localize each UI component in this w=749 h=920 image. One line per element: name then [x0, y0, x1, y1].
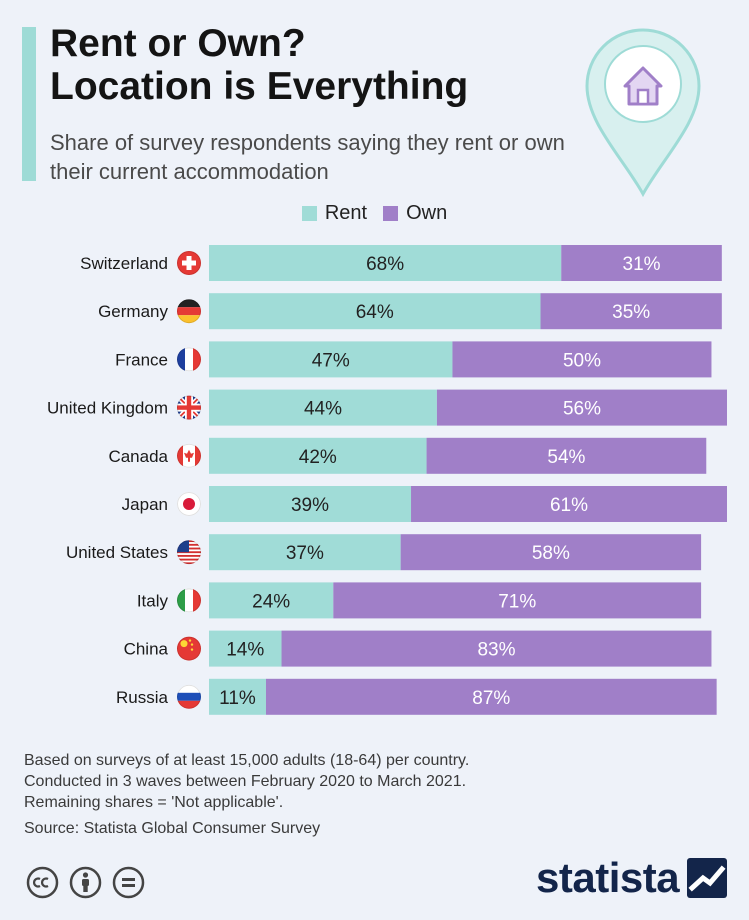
chart-legend: Rent Own	[0, 202, 749, 225]
country-label: Switzerland	[80, 254, 168, 273]
own-bar	[400, 534, 702, 571]
russian-flag-icon	[177, 684, 201, 709]
country-label: Russia	[116, 688, 169, 707]
rent-value-label: 37%	[286, 543, 324, 564]
rent-value-label: 47%	[312, 350, 350, 371]
own-bar	[561, 245, 722, 281]
legend-item-own: Own	[383, 202, 447, 225]
title-line-1: Rent or Own?	[50, 22, 306, 65]
attribution-icon	[69, 866, 102, 899]
subtitle: Share of survey respondents saying they …	[50, 130, 565, 184]
own-value-label: 87%	[472, 688, 510, 709]
own-value-label: 50%	[563, 350, 601, 371]
us-flag-icon	[177, 540, 201, 565]
legend-swatch-rent	[301, 206, 317, 221]
own-value-label: 54%	[547, 447, 585, 468]
own-bar	[436, 389, 727, 426]
rent-value-label: 14%	[226, 640, 264, 661]
own-value-label: 56%	[563, 399, 601, 420]
uk-flag-icon	[177, 395, 201, 420]
own-bar	[333, 582, 702, 619]
italian-flag-icon	[177, 588, 201, 613]
country-label: United States	[66, 543, 168, 562]
chinese-flag-icon	[177, 636, 201, 661]
rent-bar	[209, 534, 401, 571]
own-bar	[411, 486, 727, 522]
rent-value-label: 64%	[356, 302, 394, 323]
rent-value-label: 11%	[219, 688, 256, 709]
own-bar	[265, 678, 717, 715]
rent-bar	[209, 293, 541, 330]
country-label: Italy	[137, 591, 169, 610]
rent-value-label: 44%	[304, 399, 342, 420]
statista-logo: statista	[536, 854, 728, 901]
rent-bar	[209, 389, 437, 426]
rent-bar	[209, 437, 427, 474]
title-line-2: Location is Everything	[50, 65, 469, 108]
footnote: Based on surveys of at least 15,000 adul…	[24, 750, 469, 839]
rent-value-label: 39%	[291, 495, 329, 516]
own-value-label: 31%	[623, 254, 661, 275]
country-label: Canada	[108, 447, 168, 466]
rent-bar	[209, 678, 266, 715]
own-bar	[540, 293, 722, 330]
french-flag-icon	[177, 347, 201, 372]
own-bar	[426, 437, 707, 474]
legend-swatch-own	[383, 206, 399, 221]
rent-value-label: 42%	[299, 447, 337, 468]
statista-wordmark: statista	[536, 854, 680, 901]
rent-bar	[209, 486, 412, 522]
country-label: Japan	[122, 495, 168, 514]
swiss-flag-icon	[177, 251, 201, 275]
house-location-pin-icon	[585, 28, 701, 198]
source-note: Source: Statista Global Consumer Survey	[24, 820, 321, 837]
legend-item-rent: Rent	[301, 202, 368, 225]
footnote-line-1: Based on surveys of at least 15,000 adul…	[24, 752, 470, 769]
country-label: China	[124, 640, 169, 659]
license-icons	[26, 866, 145, 899]
canadian-flag-icon	[177, 443, 201, 468]
footnote-line-3: Remaining shares = 'Not applicable'.	[24, 794, 284, 811]
own-value-label: 61%	[550, 495, 588, 516]
no-derivatives-icon	[112, 866, 145, 899]
creative-commons-icon	[26, 866, 59, 899]
rent-bar	[209, 341, 453, 378]
rent-bar	[209, 582, 334, 619]
legend-label-own: Own	[406, 202, 448, 224]
country-label: United Kingdom	[47, 399, 168, 418]
statista-logo-mark-icon	[687, 858, 728, 898]
own-value-label: 83%	[477, 640, 515, 661]
rent-value-label: 68%	[366, 254, 404, 275]
own-value-label: 71%	[498, 591, 536, 612]
country-label: France	[115, 350, 168, 369]
country-label: Germany	[98, 302, 168, 321]
german-flag-icon	[177, 299, 201, 324]
own-value-label: 58%	[532, 543, 570, 564]
own-bar	[452, 341, 712, 378]
rent-bar	[209, 630, 282, 667]
rent-value-label: 24%	[252, 591, 290, 612]
japanese-flag-icon	[177, 492, 201, 516]
rent-bar	[209, 245, 562, 281]
title-accent-bar	[22, 27, 36, 181]
own-bar	[281, 630, 712, 667]
footnote-line-2: Conducted in 3 waves between February 20…	[24, 773, 467, 790]
page-title: Rent or Own? Location is Everything	[50, 22, 468, 108]
stacked-bar-chart: Switzerland 68% 31% Germany 64% 35% France 47% 5…	[47, 245, 727, 715]
own-value-label: 35%	[612, 302, 650, 323]
legend-label-rent: Rent	[324, 202, 368, 224]
